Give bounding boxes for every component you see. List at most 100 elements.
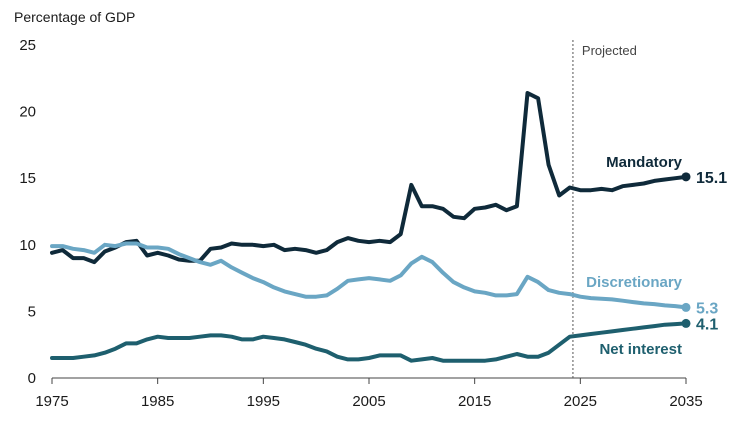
data-point	[653, 179, 656, 183]
x-tick-label: 2035	[669, 393, 702, 410]
data-point	[505, 294, 508, 297]
data-point	[135, 342, 138, 345]
data-point	[420, 255, 424, 258]
data-point	[325, 294, 328, 297]
data-point	[631, 327, 635, 330]
data-point	[357, 358, 360, 361]
data-point	[558, 194, 561, 197]
data-point	[251, 243, 254, 246]
data-point	[367, 276, 371, 280]
data-point	[621, 299, 624, 302]
data-point	[145, 254, 149, 257]
data-point	[272, 336, 276, 340]
data-point	[304, 295, 307, 298]
data-point	[663, 304, 667, 307]
data-point	[589, 296, 593, 300]
data-point	[547, 163, 550, 167]
data-point	[526, 355, 529, 358]
data-point	[293, 292, 297, 296]
data-point	[653, 302, 656, 306]
data-point	[293, 247, 297, 250]
data-point	[314, 347, 318, 350]
data-point	[145, 246, 149, 249]
data-point	[441, 207, 445, 211]
data-point	[547, 288, 550, 292]
data-point	[399, 354, 402, 357]
data-point	[473, 290, 476, 293]
data-point	[515, 352, 519, 356]
data-point	[600, 187, 603, 191]
data-point	[441, 359, 445, 362]
data-point	[304, 248, 307, 252]
data-point	[50, 356, 54, 360]
data-point	[462, 359, 466, 362]
data-point	[219, 246, 223, 249]
data-point	[568, 335, 571, 338]
data-point	[589, 188, 593, 192]
data-point	[314, 295, 318, 298]
data-point	[167, 247, 170, 250]
data-point	[103, 351, 107, 354]
data-point	[431, 260, 434, 264]
data-point	[473, 359, 476, 362]
data-point	[420, 204, 424, 208]
data-point	[505, 355, 508, 358]
data-point	[82, 248, 85, 252]
series-lines	[50, 91, 691, 363]
data-point	[462, 216, 466, 220]
data-point	[241, 271, 244, 274]
data-point	[283, 290, 286, 293]
data-point	[600, 331, 603, 334]
data-point	[71, 256, 75, 260]
data-point	[198, 335, 202, 338]
data-point	[156, 335, 159, 338]
data-point	[357, 239, 360, 243]
data-point	[399, 274, 402, 277]
data-point	[314, 251, 318, 254]
projected-label: Projected	[582, 43, 637, 58]
data-point	[579, 334, 582, 337]
data-point	[494, 294, 497, 297]
data-point	[93, 260, 96, 264]
data-point	[262, 280, 265, 284]
data-point	[568, 292, 571, 296]
data-point	[621, 328, 624, 332]
data-point	[346, 358, 350, 361]
data-point	[61, 244, 64, 248]
data-point	[93, 251, 96, 254]
data-point	[262, 335, 265, 338]
data-point	[378, 278, 381, 281]
data-point	[674, 322, 677, 326]
data-point	[568, 186, 571, 189]
data-point	[526, 275, 529, 278]
x-tick-label: 1975	[35, 393, 68, 410]
data-point	[167, 254, 170, 257]
data-point	[293, 340, 297, 344]
data-point	[336, 355, 339, 358]
end-value-label: 4.1	[696, 316, 718, 333]
series-line-net-interest	[50, 321, 688, 363]
data-point	[103, 243, 107, 246]
data-point	[610, 188, 614, 192]
data-point	[420, 358, 424, 361]
end-value-label: 15.1	[696, 170, 727, 187]
x-axis-ticks: 1975 1985 1995 2005 2015 2025 2035	[35, 378, 703, 410]
data-point	[388, 279, 392, 282]
y-tick-label: 20	[19, 104, 36, 121]
data-point	[642, 182, 645, 185]
data-point	[610, 330, 614, 333]
data-point	[378, 354, 381, 357]
data-point	[674, 304, 677, 308]
data-point	[82, 355, 85, 358]
data-point	[431, 356, 434, 360]
data-point	[410, 359, 413, 362]
data-point	[50, 251, 54, 254]
data-point	[209, 263, 212, 266]
x-tick-label: 1985	[141, 393, 174, 410]
data-point	[388, 240, 392, 244]
data-point	[642, 326, 645, 329]
y-axis-unit-label: Percentage of GDP	[14, 9, 135, 25]
data-point	[441, 271, 445, 274]
data-point	[410, 262, 413, 265]
data-point	[536, 280, 540, 284]
